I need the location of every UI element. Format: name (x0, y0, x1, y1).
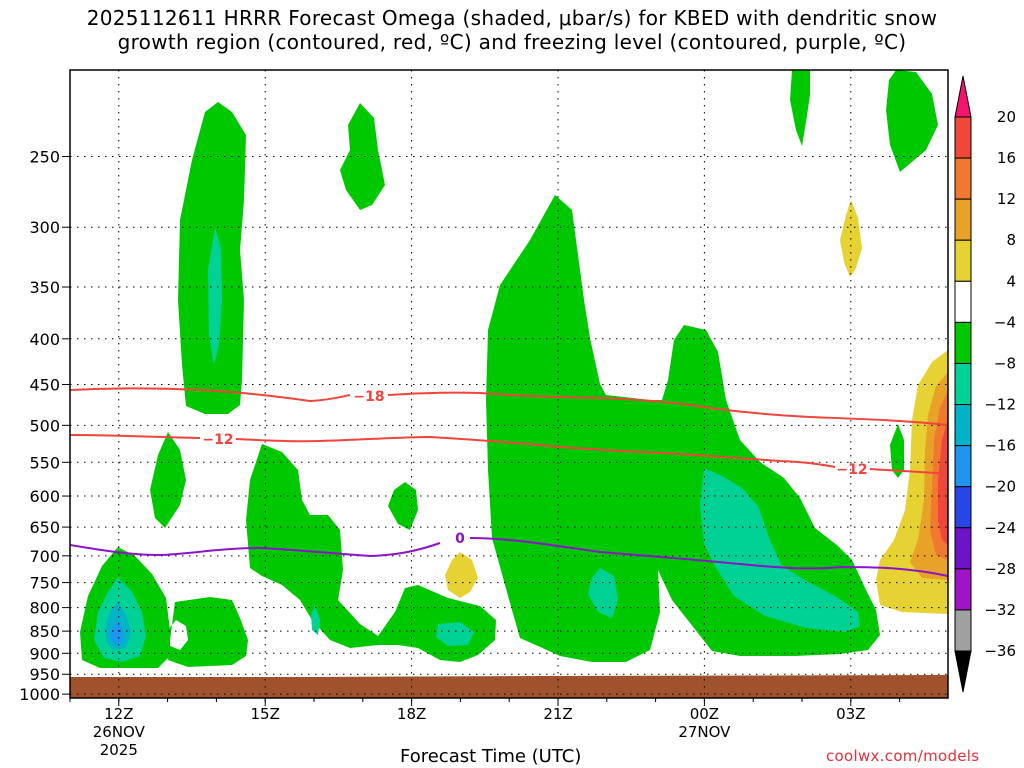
y-tick-label: 250 (29, 148, 60, 167)
x-tick-label: 03Z (836, 705, 865, 723)
omega-weak-ascent-region (790, 70, 810, 146)
colorbar-label: −24 (984, 519, 1016, 537)
omega-strong-ascent-region (110, 620, 123, 644)
colorbar: 20 16 12 8 4 −4 −8 −12 −16 −20 −24 −28 −32 −36 (954, 75, 1016, 693)
y-tick-label: 850 (29, 622, 60, 641)
omega-moderate-ascent-region (436, 622, 474, 646)
colorbar-swatch (954, 116, 972, 159)
colorbar-label: 16 (997, 149, 1016, 167)
y-tick-label: 900 (29, 644, 60, 663)
colorbar-label: −32 (984, 601, 1016, 619)
x-axis-title: Forecast Time (UTC) (400, 746, 582, 767)
contour-lines: −18 −12 −12 0 (70, 387, 948, 577)
contour-label: −12 (202, 432, 233, 448)
colorbar-swatch (954, 157, 972, 200)
colorbar-label: −36 (984, 642, 1016, 660)
y-tick-label: 300 (29, 218, 60, 237)
contour-minus18 (70, 387, 948, 426)
y-tick-label: 750 (29, 574, 60, 593)
y-tick-label: 950 (29, 665, 60, 684)
colorbar-label: −8 (994, 354, 1016, 372)
colorbar-label: −12 (984, 396, 1016, 414)
omega-weak-ascent-region (890, 424, 904, 478)
x-tick-date-label: 26NOV (93, 723, 146, 741)
omega-weak-ascent-region (486, 195, 880, 662)
colorbar-bottom-triangle (954, 650, 972, 693)
omega-weak-descent-region (445, 552, 478, 598)
y-tick-label: 800 (29, 599, 60, 618)
contour-label: 0 (455, 531, 465, 547)
y-tick-label: 400 (29, 330, 60, 349)
y-tick-label: 450 (29, 375, 60, 394)
colorbar-swatch (954, 445, 972, 488)
colorbar-swatch (954, 321, 972, 364)
x-tick-date-label: 27NOV (678, 723, 731, 741)
colorbar-label: −20 (984, 478, 1016, 496)
contour-minus12 (70, 434, 948, 475)
x-tick-label: 21Z (543, 705, 572, 723)
colorbar-swatch (954, 486, 972, 529)
omega-strong-descent-region (938, 420, 948, 545)
y-axis: 250 300 350 400 450 500 550 600 650 700 750 800 850 9… (19, 148, 70, 704)
omega-moderate-ascent-region (208, 228, 222, 365)
contour-label: −18 (353, 389, 384, 405)
y-tick-label: 700 (29, 547, 60, 566)
colorbar-label: 4 (1006, 272, 1016, 290)
contour-freezing-level (70, 537, 948, 577)
y-tick-label: 600 (29, 487, 60, 506)
contour-label: −12 (836, 462, 867, 478)
x-tick-label: 12Z (104, 705, 133, 723)
omega-moderate-ascent-region (588, 568, 618, 618)
omega-weak-ascent-region (886, 70, 938, 172)
title-line-1: 2025112611 HRRR Forecast Omega (shaded, … (86, 6, 938, 30)
omega-weak-ascent-region (388, 482, 418, 530)
omega-moderate-ascent-region (311, 605, 320, 635)
y-tick-label: 350 (29, 278, 60, 297)
x-tick-label: 18Z (397, 705, 426, 723)
colorbar-swatch (954, 404, 972, 447)
terrain-surface (70, 675, 948, 698)
colorbar-swatch (954, 280, 972, 323)
colorbar-swatch (954, 568, 972, 611)
x-tick-label: 00Z (690, 705, 719, 723)
omega-weak-ascent-region (168, 597, 248, 667)
colorbar-label: −28 (984, 560, 1016, 578)
omega-moderate-ascent-region (700, 468, 860, 632)
credit-link[interactable]: coolwx.com/models (826, 747, 980, 765)
y-tick-label: 1000 (19, 685, 60, 704)
colorbar-label: 20 (997, 108, 1016, 126)
colorbar-swatch (954, 362, 972, 406)
colorbar-swatch (954, 198, 972, 241)
colorbar-label: 8 (1006, 231, 1016, 249)
colorbar-label: 12 (997, 190, 1016, 208)
colorbar-swatch (954, 527, 972, 570)
colorbar-swatch (954, 239, 972, 282)
colorbar-top-triangle (954, 75, 972, 118)
y-tick-label: 650 (29, 518, 60, 537)
colorbar-label: −4 (994, 313, 1016, 331)
omega-weak-ascent-region (340, 103, 385, 210)
chart-title: 2025112611 HRRR Forecast Omega (shaded, … (0, 6, 1024, 54)
y-tick-label: 500 (29, 416, 60, 435)
omega-weak-ascent-region (150, 432, 186, 528)
title-line-2: growth region (contoured, red, ºC) and f… (117, 30, 907, 54)
colorbar-swatch (954, 609, 972, 652)
colorbar-label: −16 (984, 437, 1016, 455)
y-tick-label: 550 (29, 453, 60, 472)
x-tick-label: 15Z (251, 705, 280, 723)
x-tick-year-label: 2025 (100, 741, 138, 759)
